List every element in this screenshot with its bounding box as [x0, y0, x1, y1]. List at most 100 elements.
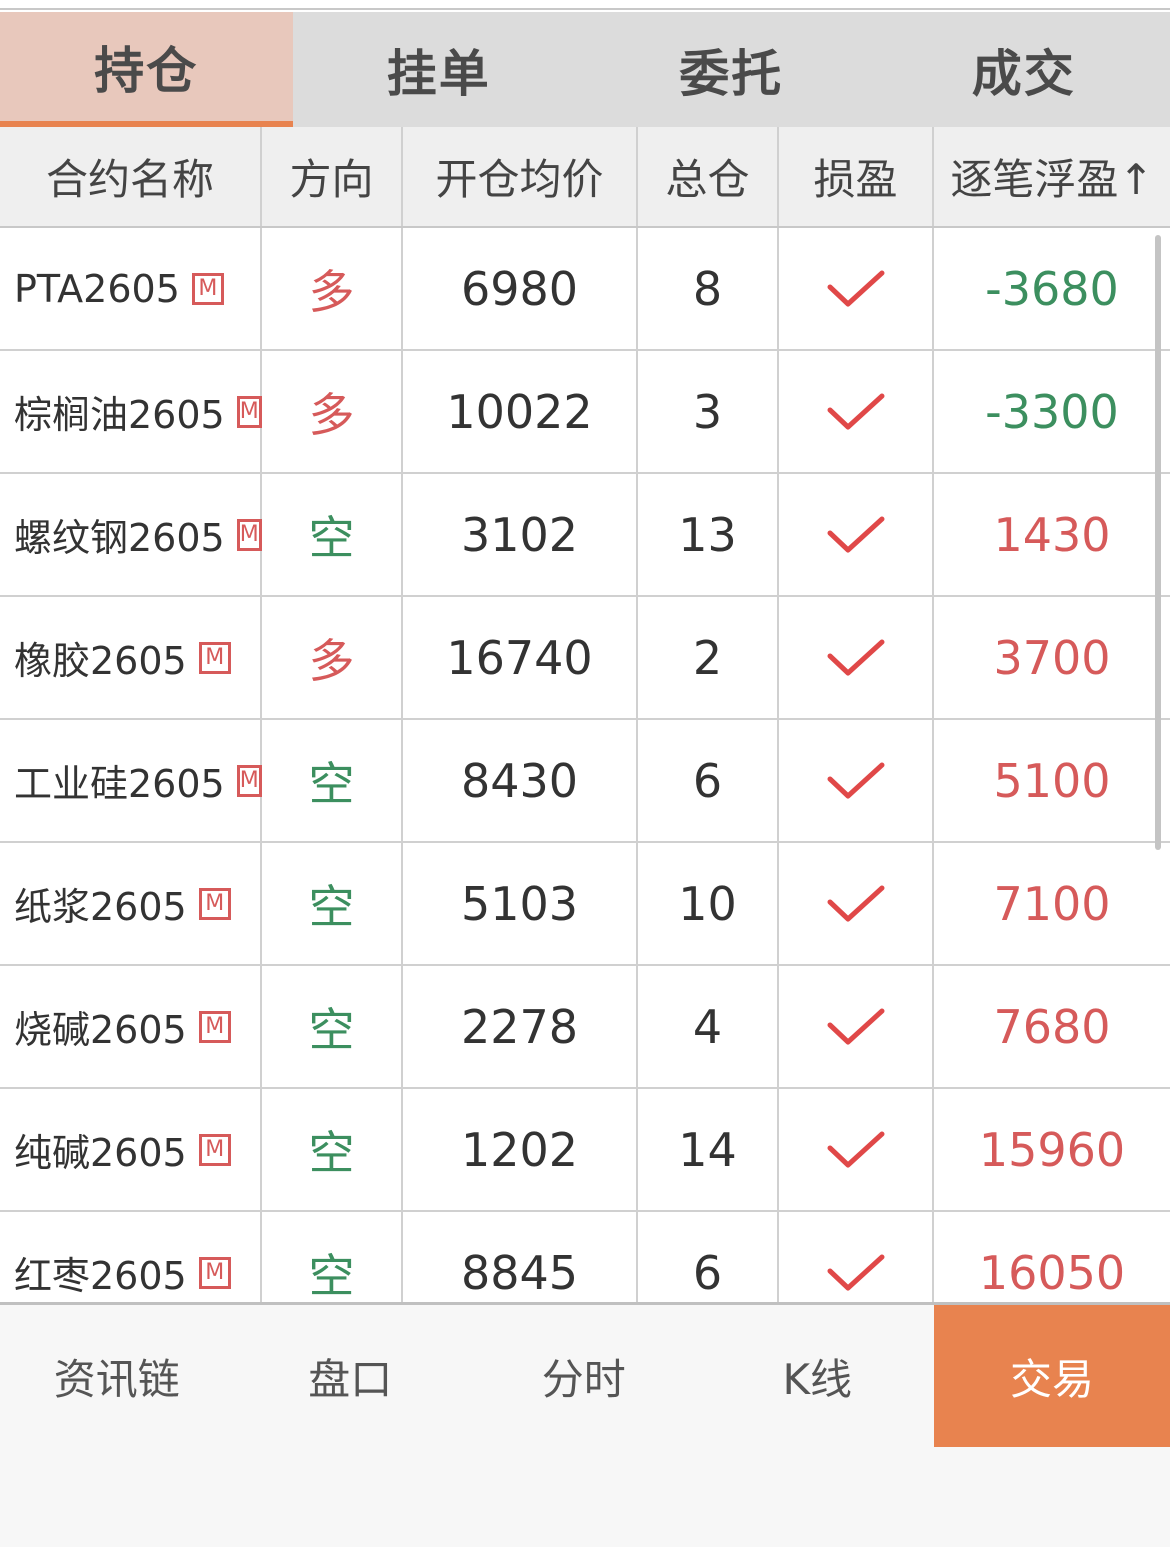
contract-cell: 红枣2605 M — [0, 1212, 262, 1302]
contract-cell: 纸浆2605 M — [0, 843, 262, 964]
table-row[interactable]: 纸浆2605 M 空 5103 10 7100 — [0, 843, 1170, 966]
floating-pnl: 7100 — [993, 876, 1111, 931]
tab-bar: 持仓 挂单 委托 成交 — [0, 12, 1170, 127]
m-badge-icon: M — [198, 1010, 231, 1043]
checkmark-icon — [827, 270, 884, 306]
open-price: 16740 — [403, 597, 638, 718]
nav-intraday[interactable]: 分时 — [541, 1354, 626, 1404]
stop-loss-profit-cell[interactable] — [779, 843, 934, 964]
top-border — [0, 0, 1170, 10]
contract-name: PTA2605 — [14, 266, 180, 311]
m-badge-icon: M — [198, 641, 231, 674]
col-stop-loss-profit[interactable]: 损盈 — [779, 127, 934, 226]
floating-pnl: 3700 — [993, 630, 1111, 685]
m-badge-icon: M — [236, 518, 262, 551]
col-floating-pnl-sorted[interactable]: 逐笔浮盈↑ — [950, 155, 1154, 204]
stop-loss-profit-cell[interactable] — [779, 228, 934, 349]
contract-cell: 螺纹钢2605 M — [0, 474, 262, 595]
table-row[interactable]: 烧碱2605 M 空 2278 4 7680 — [0, 966, 1170, 1089]
m-badge-icon: M — [198, 887, 231, 920]
direction: 空 — [262, 966, 403, 1087]
table-row[interactable]: 棕榈油2605 M 多 10022 3 -3300 — [0, 351, 1170, 474]
contract-cell: PTA2605 M — [0, 228, 262, 349]
direction: 空 — [262, 720, 403, 841]
direction: 空 — [262, 1212, 403, 1302]
tab-trades[interactable]: 成交 — [971, 44, 1076, 103]
total-position: 10 — [638, 843, 779, 964]
contract-cell: 棕榈油2605 M — [0, 351, 262, 472]
nav-order-book[interactable]: 盘口 — [308, 1354, 393, 1404]
scrollbar[interactable] — [1155, 235, 1161, 850]
floating-pnl: -3300 — [985, 384, 1119, 439]
contract-name: 红枣2605 — [14, 1254, 187, 1298]
total-position: 13 — [638, 474, 779, 595]
direction: 空 — [262, 474, 403, 595]
open-price: 10022 — [403, 351, 638, 472]
stop-loss-profit-cell[interactable] — [779, 1089, 934, 1210]
total-position: 6 — [638, 1212, 779, 1302]
total-position: 14 — [638, 1089, 779, 1210]
direction: 多 — [262, 351, 403, 472]
table-row[interactable]: 螺纹钢2605 M 空 3102 13 1430 — [0, 474, 1170, 597]
floating-pnl: -3680 — [985, 261, 1119, 316]
checkmark-icon — [827, 516, 884, 552]
col-contract-name[interactable]: 合约名称 — [0, 127, 262, 226]
direction: 多 — [262, 228, 403, 349]
table-row[interactable]: 纯碱2605 M 空 1202 14 15960 — [0, 1089, 1170, 1212]
bottom-nav: 资讯链 盘口 分时 K线 交易 — [0, 1302, 1170, 1547]
stop-loss-profit-cell[interactable] — [779, 597, 934, 718]
open-price: 2278 — [403, 966, 638, 1087]
contract-name: 烧碱2605 — [14, 1008, 187, 1052]
open-price: 3102 — [403, 474, 638, 595]
open-price: 6980 — [403, 228, 638, 349]
table-row[interactable]: 橡胶2605 M 多 16740 2 3700 — [0, 597, 1170, 720]
col-total-position[interactable]: 总仓 — [638, 127, 779, 226]
table-row[interactable]: 工业硅2605 M 空 8430 6 5100 — [0, 720, 1170, 843]
m-badge-icon: M — [198, 1133, 231, 1166]
positions-table: 合约名称 方向 开仓均价 总仓 损盈 逐笔浮盈↑ PTA2605 M 多 6980… — [0, 127, 1170, 1302]
m-badge-icon: M — [191, 272, 224, 305]
col-direction[interactable]: 方向 — [262, 127, 403, 226]
m-badge-icon: M — [236, 395, 262, 428]
table-row[interactable]: 红枣2605 M 空 8845 6 16050 — [0, 1212, 1170, 1302]
table-header: 合约名称 方向 开仓均价 总仓 损盈 逐笔浮盈↑ — [0, 127, 1170, 228]
col-open-price[interactable]: 开仓均价 — [403, 127, 638, 226]
table-row[interactable]: PTA2605 M 多 6980 8 -3680 — [0, 228, 1170, 351]
contract-cell: 烧碱2605 M — [0, 966, 262, 1087]
total-position: 2 — [638, 597, 779, 718]
direction: 多 — [262, 597, 403, 718]
contract-name: 工业硅2605 — [14, 762, 225, 806]
checkmark-icon — [827, 393, 884, 429]
m-badge-icon: M — [236, 764, 262, 797]
open-price: 1202 — [403, 1089, 638, 1210]
stop-loss-profit-cell[interactable] — [779, 474, 934, 595]
tab-orders[interactable]: 委托 — [679, 44, 784, 103]
stop-loss-profit-cell[interactable] — [779, 351, 934, 472]
total-position: 6 — [638, 720, 779, 841]
total-position: 8 — [638, 228, 779, 349]
stop-loss-profit-cell[interactable] — [779, 966, 934, 1087]
nav-trade-button[interactable]: 交易 — [934, 1305, 1170, 1447]
contract-cell: 纯碱2605 M — [0, 1089, 262, 1210]
stop-loss-profit-cell[interactable] — [779, 1212, 934, 1302]
checkmark-icon — [827, 1254, 884, 1290]
tab-pending-orders[interactable]: 挂单 — [386, 44, 491, 103]
checkmark-icon — [827, 639, 884, 675]
checkmark-icon — [827, 1131, 884, 1167]
contract-name: 纸浆2605 — [14, 885, 187, 929]
nav-kline[interactable]: K线 — [782, 1354, 853, 1404]
floating-pnl: 15960 — [978, 1122, 1126, 1177]
floating-pnl: 1430 — [993, 507, 1111, 562]
direction: 空 — [262, 843, 403, 964]
tab-positions[interactable]: 持仓 — [0, 12, 293, 127]
contract-name: 纯碱2605 — [14, 1131, 187, 1175]
floating-pnl: 5100 — [993, 753, 1111, 808]
nav-news-chain[interactable]: 资讯链 — [53, 1354, 180, 1404]
checkmark-icon — [827, 1008, 884, 1044]
stop-loss-profit-cell[interactable] — [779, 720, 934, 841]
floating-pnl: 16050 — [978, 1245, 1126, 1300]
contract-name: 橡胶2605 — [14, 639, 187, 683]
m-badge-icon: M — [198, 1256, 231, 1289]
open-price: 8430 — [403, 720, 638, 841]
checkmark-icon — [827, 762, 884, 798]
